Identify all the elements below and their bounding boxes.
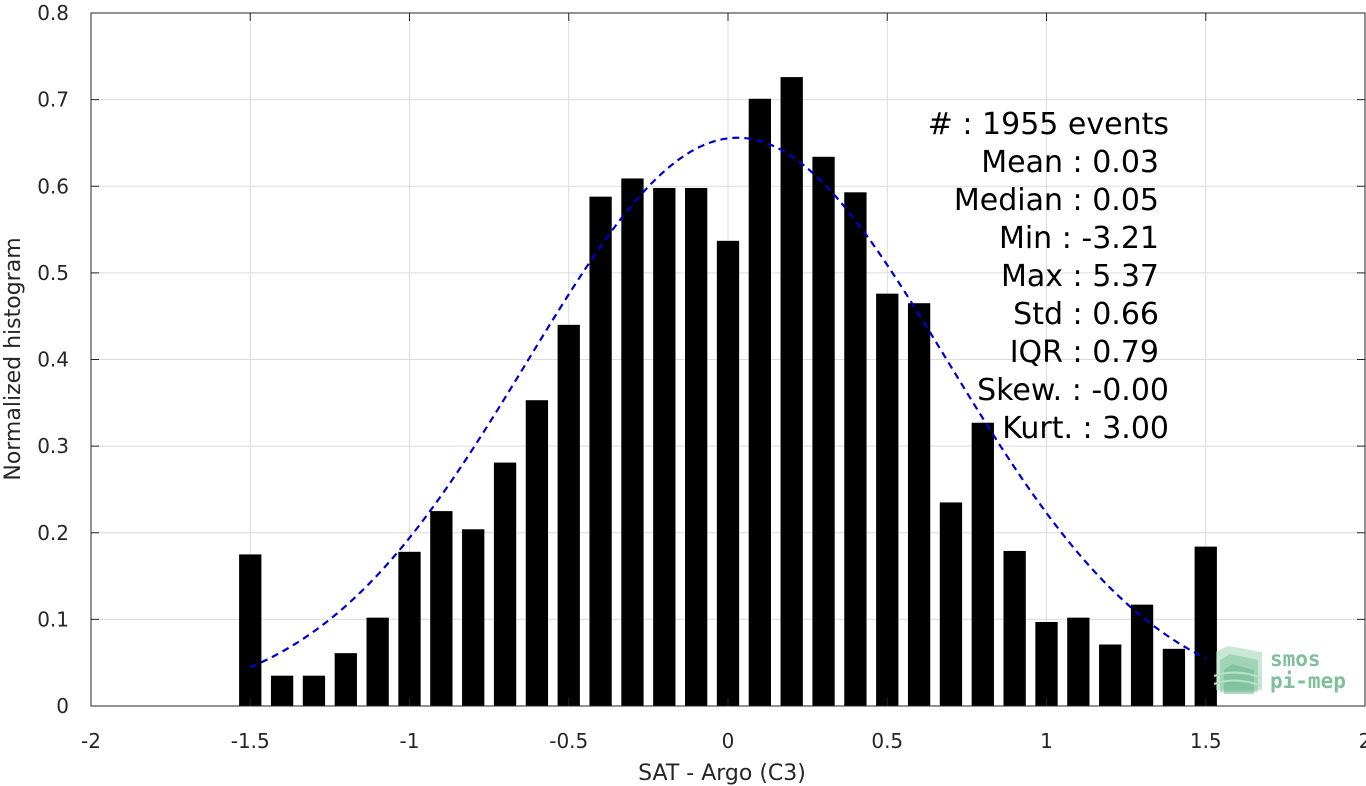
stats-line: Max : 5.37	[1001, 259, 1159, 294]
histogram-bar	[1003, 550, 1026, 706]
stats-line: Kurt. : 3.00	[1002, 411, 1169, 446]
y-tick-label: 0	[56, 694, 69, 718]
histogram-bar	[398, 551, 421, 706]
stats-count: # : 1955 events	[928, 107, 1169, 142]
x-tick-label: 1.5	[1190, 729, 1222, 753]
histogram-bar	[589, 196, 612, 706]
y-tick-label: 0.7	[37, 88, 69, 112]
x-tick-label: -1	[400, 729, 420, 753]
histogram-bar	[334, 653, 357, 706]
x-tick-label: 2	[1359, 729, 1366, 753]
histogram-bar	[621, 178, 644, 707]
smos-pi-mep-logo: smos pi-mep	[1213, 646, 1346, 694]
logo-waves-icon	[1213, 646, 1263, 694]
y-tick-label: 0.6	[37, 174, 69, 198]
logo-text-pimep: pi-mep	[1270, 669, 1346, 693]
histogram-bar	[493, 462, 517, 706]
stats-line: Mean : 0.03	[981, 145, 1159, 180]
y-tick-labels: 0 0.1 0.2 0.3 0.4 0.5 0.6 0.7 0.8	[37, 1, 69, 718]
logo-text-smos: smos	[1270, 647, 1321, 671]
y-tick-label: 0.4	[37, 348, 69, 372]
stats-line: IQR : 0.79	[1010, 335, 1159, 370]
histogram-bar	[939, 502, 963, 706]
x-tick-labels: -2 -1.5 -1 -0.5 0 0.5 1 1.5 2	[81, 729, 1366, 753]
x-tick-label: -1.5	[231, 729, 270, 753]
histogram-bar	[971, 422, 994, 706]
x-tick-label: 1	[1040, 729, 1053, 753]
stats-line: Median : 0.05	[954, 183, 1159, 218]
histogram-bar	[653, 187, 676, 707]
x-axis-title: SAT - Argo (C3)	[638, 761, 806, 786]
stats-line: Std : 0.66	[1013, 297, 1159, 332]
grid	[91, 13, 1365, 706]
normal-fit-curve	[249, 136, 1207, 669]
histogram-bar	[1194, 546, 1217, 706]
histogram-bar	[239, 554, 262, 706]
histogram-bar	[685, 187, 708, 707]
histogram-bar	[1035, 621, 1058, 706]
histogram-bar	[716, 240, 740, 707]
x-tick-label: -0.5	[549, 729, 588, 753]
histogram-bar	[844, 192, 867, 707]
histogram-bar	[557, 324, 580, 706]
bars	[239, 77, 1217, 707]
histogram-bar	[302, 675, 326, 706]
histogram-bar	[270, 675, 294, 706]
histogram-bar	[748, 98, 771, 707]
stats-line: Min : -3.21	[999, 221, 1159, 256]
x-tick-label: 0.5	[871, 729, 903, 753]
stats-line: Skew. : -0.00	[977, 373, 1169, 408]
histogram-bar	[462, 529, 485, 706]
histogram-bar	[812, 156, 835, 707]
histogram-bar	[1099, 644, 1122, 706]
y-tick-label: 0.8	[37, 1, 69, 25]
histogram-bar	[430, 511, 453, 706]
histogram-bar	[1162, 648, 1186, 706]
histogram-bar	[1067, 617, 1090, 706]
histogram-bar	[876, 293, 899, 706]
histogram-bar	[525, 400, 549, 706]
histogram-bar	[366, 617, 389, 706]
y-tick-label: 0.1	[37, 607, 69, 631]
histogram-bar	[1130, 604, 1154, 706]
y-tick-label: 0.2	[37, 521, 69, 545]
x-tick-label: -2	[81, 729, 101, 753]
x-tick-label: 0	[722, 729, 735, 753]
y-tick-label: 0.3	[37, 434, 69, 458]
y-tick-label: 0.5	[37, 261, 69, 285]
histogram-bar	[780, 77, 803, 707]
y-axis-title: Normalized histogram	[1, 237, 26, 480]
histogram-bar	[907, 303, 931, 706]
axis-ticks	[90, 12, 1366, 707]
